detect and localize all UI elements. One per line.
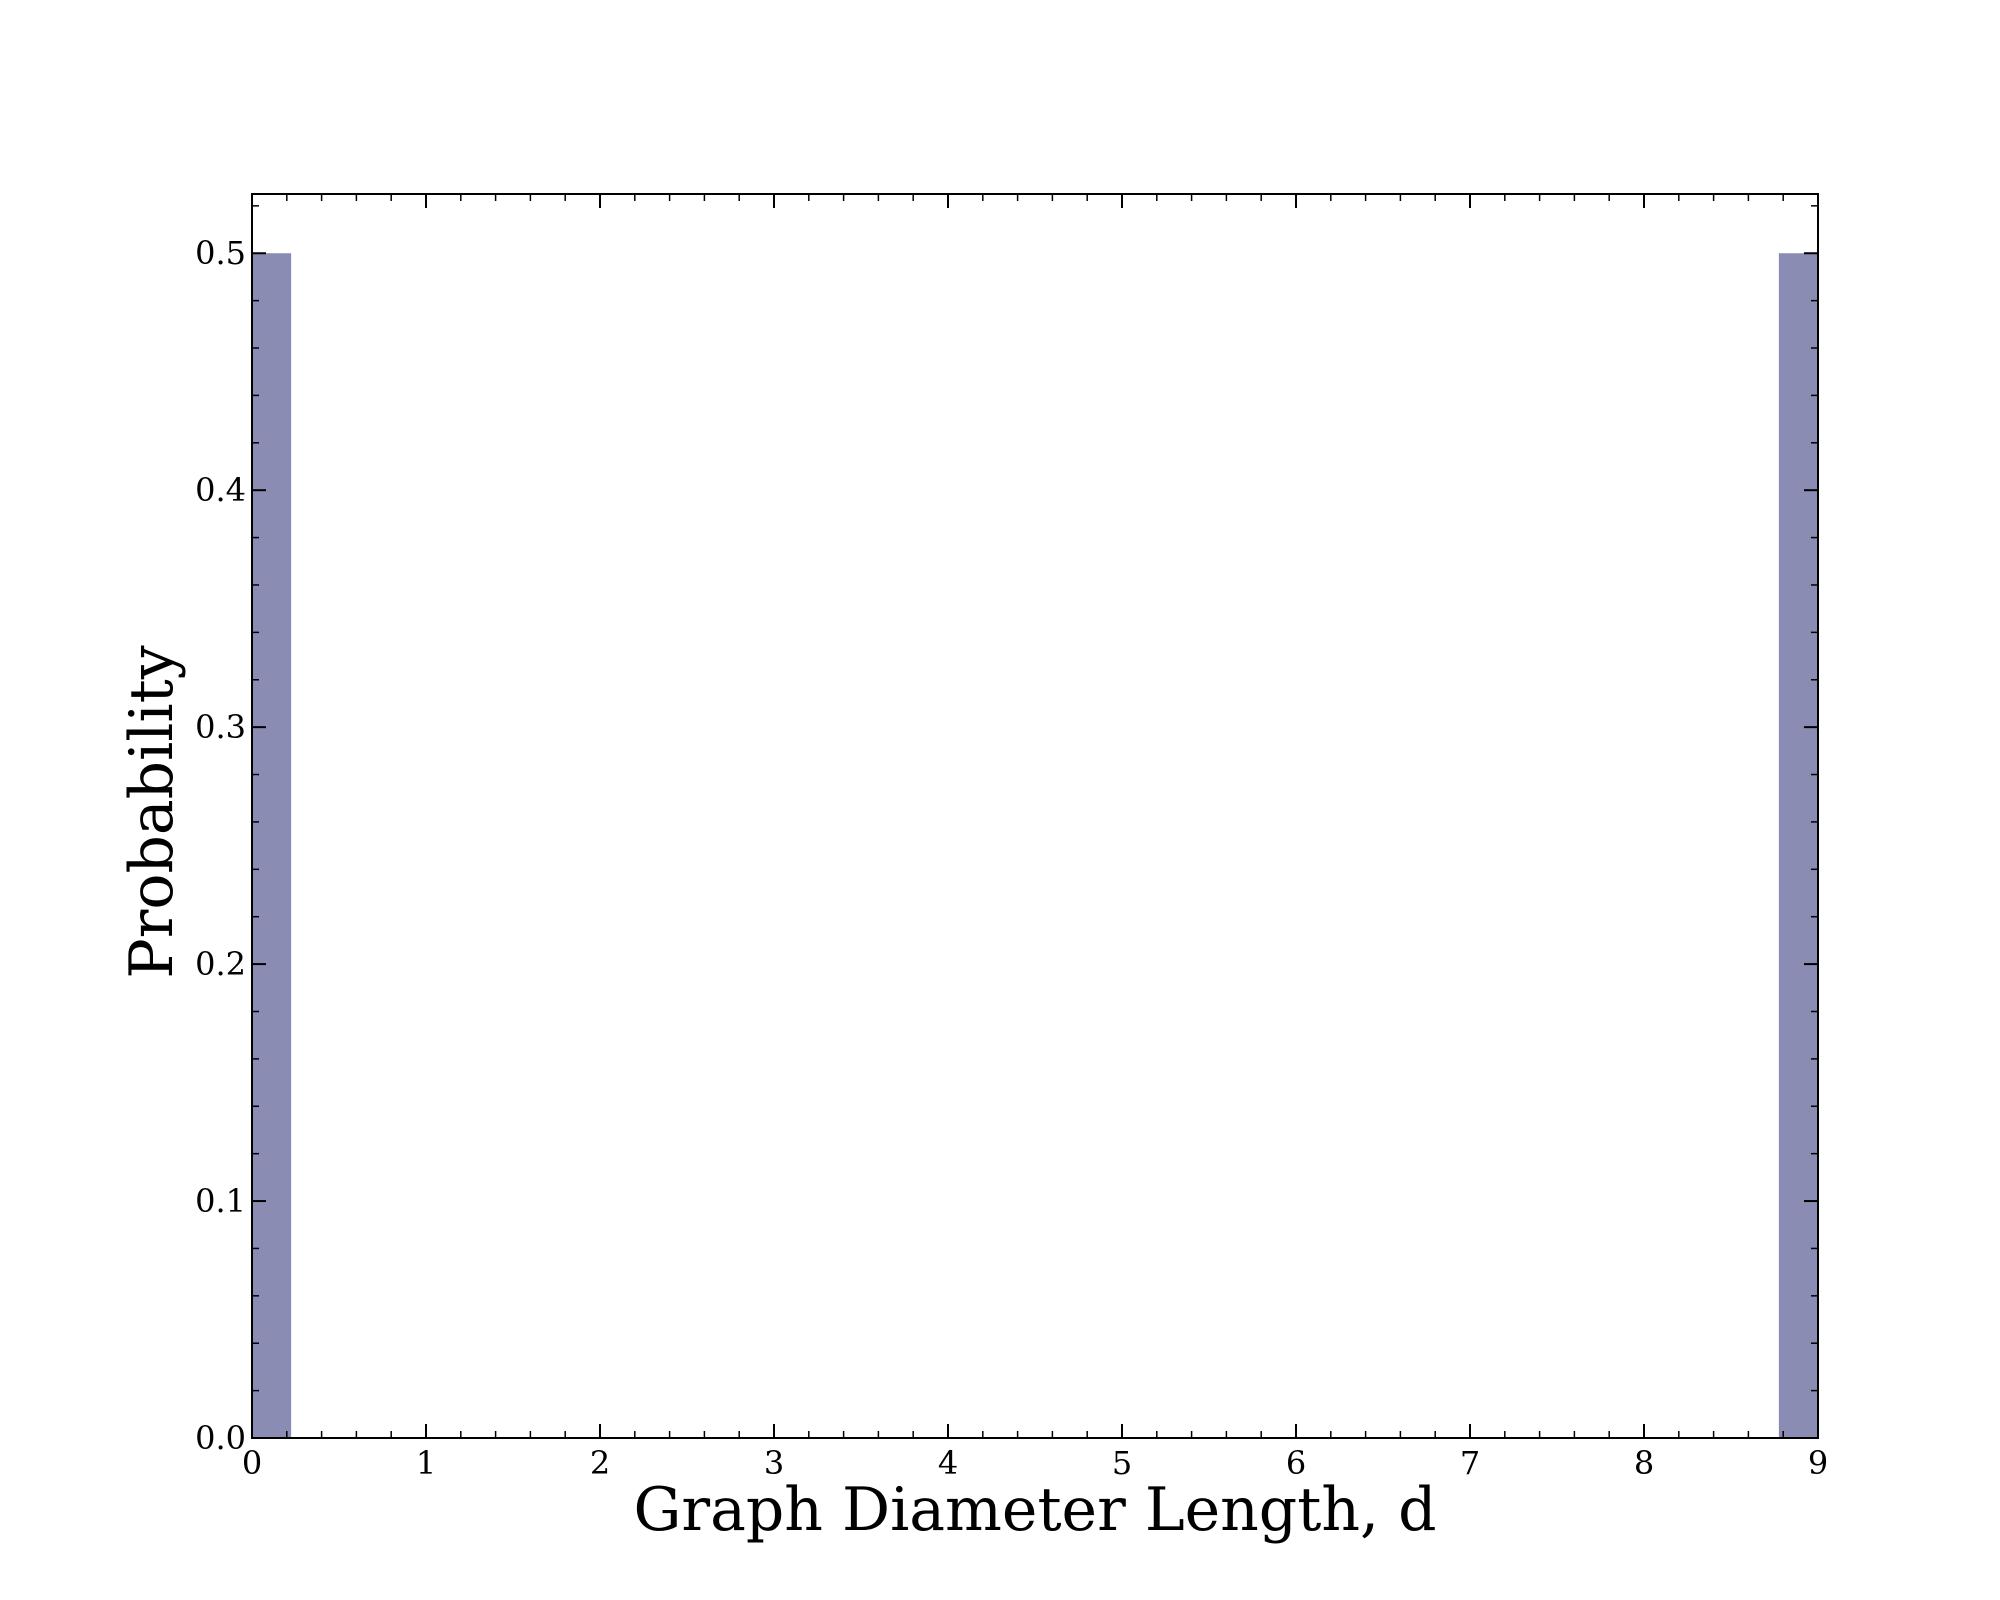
y-tick-label: 0.1: [195, 1182, 246, 1220]
bar-1: [1778, 253, 1818, 1439]
x-tick-label: 5: [1112, 1444, 1132, 1482]
bar-0: [252, 253, 292, 1439]
x-axis-label: Graph Diameter Length, d: [633, 1475, 1436, 1545]
x-tick-label: 3: [764, 1444, 784, 1482]
y-tick-labels: 0.0 0.1 0.2 0.3 0.4 0.5: [195, 234, 246, 1457]
x-tick-label: 1: [416, 1444, 436, 1482]
x-tick-label: 7: [1460, 1444, 1480, 1482]
x-tick-label: 9: [1808, 1444, 1828, 1482]
x-tick-label: 8: [1634, 1444, 1654, 1482]
plot-frame: [251, 193, 1819, 1439]
ticks-layer: [251, 194, 1819, 1439]
x-tick-label: 0: [242, 1444, 262, 1482]
x-tick-label: 6: [1286, 1444, 1306, 1482]
y-tick-label: 0.5: [195, 234, 246, 272]
y-tick-label: 0.4: [195, 471, 246, 509]
y-tick-label: 0.2: [195, 945, 246, 983]
y-tick-label: 0.3: [195, 708, 246, 746]
x-tick-label: 4: [938, 1444, 958, 1482]
x-tick-labels: 0 1 2 3 4 5 6 7 8 9: [242, 1444, 1828, 1482]
y-tick-label: 0.0: [195, 1419, 246, 1457]
y-axis-label: Probability: [117, 645, 187, 978]
x-tick-label: 2: [590, 1444, 610, 1482]
bars-layer: [252, 253, 1818, 1439]
